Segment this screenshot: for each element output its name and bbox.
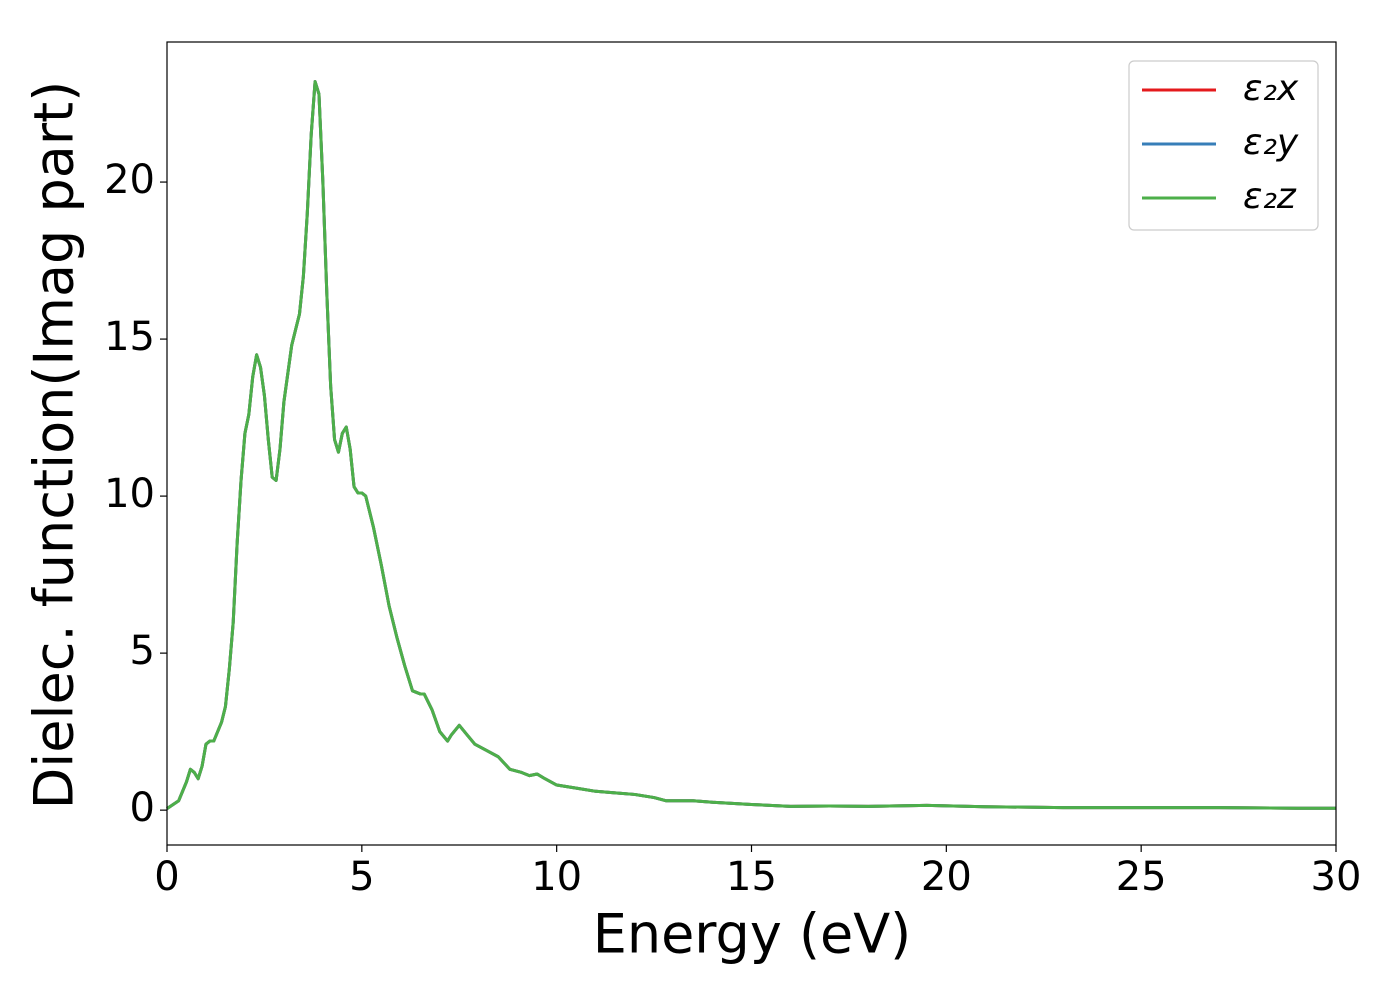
y-tick-label: 5 [130,628,155,674]
plot-frame [166,41,1337,846]
x-tick-label: 5 [349,854,374,900]
legend-label: ε₂x [1243,68,1299,109]
legend-label: ε₂z [1243,176,1297,217]
y-tick-label: 10 [104,471,155,517]
legend-label: ε₂y [1243,122,1299,163]
y-tick-label: 20 [104,157,155,203]
x-tick-label: 0 [154,854,179,900]
x-tick-label: 10 [531,854,582,900]
data-line [166,80,1336,810]
x-tick-label: 15 [726,854,777,900]
legend-box [1128,60,1319,231]
x-tick-label: 25 [1116,854,1167,900]
y-axis-label: Dielec. function(Imag part) [23,81,86,810]
x-tick-label: 30 [1311,854,1362,900]
y-tick-label: 0 [130,785,155,831]
x-axis-label: Energy (eV) [593,903,912,966]
y-tick-label: 15 [104,314,155,360]
x-tick-label: 20 [921,854,972,900]
